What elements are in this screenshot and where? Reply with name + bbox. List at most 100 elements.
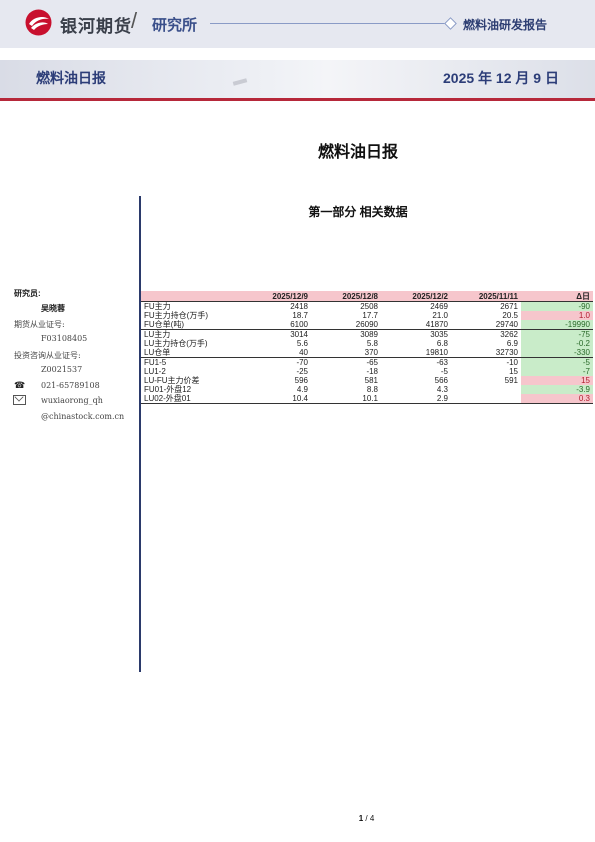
page-total: 4 (369, 814, 375, 823)
table-row: FU01-外盘12 4.9 8.8 4.3 -3.9 (141, 385, 593, 394)
value-cell: 40 (241, 348, 311, 358)
table-row: LU主力 3014 3089 3035 3262 -75 (141, 329, 593, 339)
table-row: FU仓单(吨) 6100 26090 41870 29740 -19990 (141, 320, 593, 330)
delta-cell: -75 (521, 329, 593, 339)
galaxy-futures-logo-icon (25, 9, 52, 36)
value-cell: 3089 (360, 330, 378, 339)
header-cell: 2025/12/9 (241, 291, 311, 302)
value-cell: 15 (509, 367, 518, 376)
value-cell: 26090 (311, 320, 381, 330)
value-cell: 17.7 (362, 311, 378, 320)
value-cell: 2671 (500, 302, 518, 311)
row-label: LU主力持仓(万手) (144, 339, 208, 348)
page-current: 1 (358, 814, 364, 823)
value-cell: 596 (294, 376, 308, 385)
page-separator: / (365, 814, 368, 823)
banner-title: 燃料油日报 (36, 70, 106, 86)
value-cell: 591 (504, 376, 518, 385)
value-cell: 370 (311, 348, 381, 358)
value-cell: 6.9 (506, 339, 518, 348)
header-cell: 2025/12/2 (381, 291, 451, 302)
page-number: 1 / 4 (0, 814, 595, 823)
futures-cert-label: 期货从业证号: (14, 320, 65, 329)
value-cell: 8.8 (366, 385, 378, 394)
table-header-row: 2025/12/9 2025/12/8 2025/12/2 2025/11/11… (141, 291, 593, 302)
header-cell (141, 291, 241, 302)
phone-icon: ☎ (14, 380, 26, 390)
value-cell: 2508 (360, 302, 378, 311)
table-row: LU仓单 40 370 19810 32730 -330 (141, 348, 593, 358)
header-cell: 2025/12/8 (311, 291, 381, 302)
row-label: LU02-外盘01 (141, 394, 241, 404)
header-divider-line (210, 23, 446, 24)
value-cell: -10 (506, 358, 518, 367)
delta-cell: -7 (521, 367, 593, 376)
banner-date: 2025 年 12 月 9 日 (443, 70, 559, 86)
value-cell: 4.9 (296, 385, 308, 394)
table-row: LU-FU主力价差 596 581 566 591 15 (141, 376, 593, 385)
table-body: FU主力 2418 2508 2469 2671 -90 FU主力持仓(万手) 18.7 17.… (141, 301, 593, 404)
value-cell (451, 385, 521, 394)
brand-name: 银河期货 (60, 17, 132, 36)
value-cell: -70 (296, 358, 308, 367)
value-cell: 18.7 (292, 311, 308, 320)
header-cell: 2025/11/11 (451, 291, 521, 302)
table-row: FU1-5 -70 -65 -63 -10 -5 (141, 357, 593, 367)
value-cell: 32730 (451, 348, 521, 358)
value-cell: 29740 (451, 320, 521, 330)
row-label: LU主力 (144, 330, 171, 339)
row-label: FU01-外盘12 (144, 385, 192, 394)
value-cell: 581 (364, 376, 378, 385)
delta-cell: -0.2 (521, 339, 593, 348)
value-cell: 5.6 (296, 339, 308, 348)
data-table: 2025/12/9 2025/12/8 2025/12/2 2025/11/11… (141, 291, 593, 404)
email-icon (13, 395, 26, 405)
table-row: FU主力持仓(万手) 18.7 17.7 21.0 20.5 1.0 (141, 311, 593, 320)
value-cell: 6.8 (436, 339, 448, 348)
value-cell: -5 (440, 367, 448, 376)
consult-cert-label: 投资咨询从业证号: (14, 351, 81, 360)
email-line-2[interactable]: @chinastock.com.cn (41, 412, 125, 421)
row-label: LU1-2 (144, 367, 166, 376)
delta-cell: -19990 (521, 320, 593, 330)
institute-name: 研究所 (152, 17, 198, 34)
value-cell: 6100 (241, 320, 311, 330)
value-cell: 20.5 (502, 311, 518, 320)
sidebar-divider (139, 196, 141, 672)
value-cell: 10.4 (241, 394, 311, 404)
delta-cell: -90 (521, 301, 593, 311)
document-title: 燃料油日报 (317, 144, 398, 161)
value-cell: 3014 (290, 330, 308, 339)
value-cell: 4.3 (436, 385, 448, 394)
header-cell: Δ日 (521, 291, 593, 302)
row-label: FU主力持仓(万手) (144, 311, 208, 320)
value-cell: -65 (366, 358, 378, 367)
delta-cell: 1.0 (521, 311, 593, 320)
table-row: LU主力持仓(万手) 5.6 5.8 6.8 6.9 -0.2 (141, 339, 593, 348)
value-cell (451, 394, 521, 404)
table-row: FU主力 2418 2508 2469 2671 -90 (141, 301, 593, 311)
value-cell: 566 (434, 376, 448, 385)
value-cell: 21.0 (432, 311, 448, 320)
row-label: LU-FU主力价差 (144, 376, 200, 385)
row-label: FU1-5 (144, 358, 167, 367)
table-row: LU02-外盘01 10.4 10.1 2.9 0.3 (141, 394, 593, 404)
header-slash: / (131, 8, 138, 33)
row-label: FU仓单(吨) (141, 320, 241, 330)
researcher-label: 研究员: (14, 289, 41, 298)
delta-cell: 15 (521, 376, 593, 385)
phone-number: 021-65789108 (41, 381, 100, 390)
banner-band (0, 60, 595, 98)
table-row: LU1-2 -25 -18 -5 15 -7 (141, 367, 593, 376)
value-cell: 3262 (500, 330, 518, 339)
value-cell: -25 (296, 367, 308, 376)
delta-cell: -5 (521, 357, 593, 367)
delta-cell: 0.3 (521, 394, 593, 404)
email-line-1[interactable]: wuxiaorong_qh (41, 396, 103, 405)
value-cell: 41870 (381, 320, 451, 330)
value-cell: 10.1 (311, 394, 381, 404)
value-cell: 19810 (381, 348, 451, 358)
value-cell: 3035 (430, 330, 448, 339)
report-type: 燃料油研发报告 (463, 18, 548, 32)
row-label: FU主力 (144, 302, 171, 311)
